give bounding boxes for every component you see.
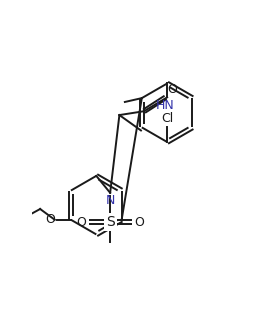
Text: HN: HN <box>156 99 175 112</box>
Text: O: O <box>134 215 144 229</box>
Text: Cl: Cl <box>161 112 173 125</box>
Text: N: N <box>105 194 115 207</box>
Text: O: O <box>76 215 86 229</box>
Text: O: O <box>46 213 56 226</box>
Text: S: S <box>106 215 115 229</box>
Text: O: O <box>167 83 177 96</box>
